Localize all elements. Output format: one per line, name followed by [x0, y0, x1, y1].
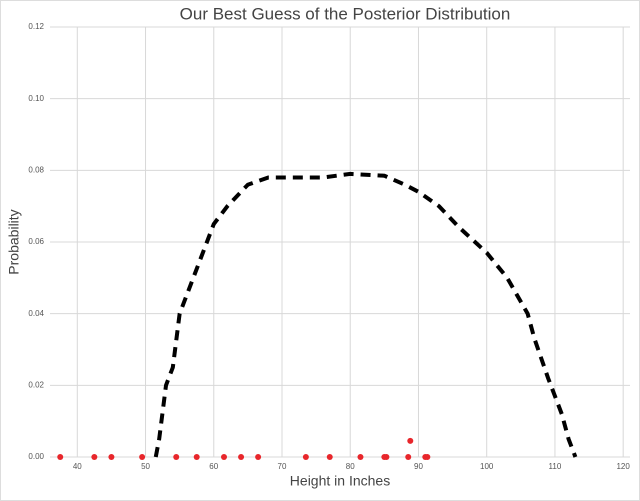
- point: [407, 437, 414, 444]
- y-tick-label: 0.12: [28, 22, 44, 31]
- x-tick-label: 70: [278, 462, 287, 471]
- y-tick-label: 0.08: [28, 165, 44, 174]
- point: [91, 454, 98, 460]
- point: [139, 454, 146, 460]
- point: [357, 454, 364, 460]
- x-tick-label: 90: [414, 462, 423, 471]
- point: [405, 454, 412, 460]
- chart-title: Our Best Guess of the Posterior Distribu…: [180, 4, 511, 23]
- y-axis-label: Probability: [6, 209, 22, 274]
- x-tick-label: 80: [346, 462, 355, 471]
- y-tick-label: 0.02: [28, 380, 44, 389]
- y-tick-label: 0.00: [28, 452, 44, 461]
- point: [57, 454, 64, 460]
- point: [108, 454, 115, 460]
- y-tick-label: 0.10: [28, 94, 44, 103]
- point: [383, 454, 390, 460]
- point: [193, 454, 200, 460]
- y-tick-label: 0.04: [28, 309, 44, 318]
- point: [221, 454, 227, 460]
- point: [255, 454, 262, 460]
- x-axis-label: Height in Inches: [290, 473, 390, 489]
- x-tick-label: 110: [549, 462, 562, 471]
- point: [302, 454, 309, 460]
- y-tick-label: 0.06: [28, 237, 44, 246]
- x-tick-label: 120: [616, 462, 630, 471]
- point: [173, 454, 180, 460]
- point: [424, 454, 431, 460]
- line: [153, 171, 578, 458]
- x-tick-label: 50: [141, 462, 150, 471]
- point: [238, 454, 245, 460]
- x-tick-label: 60: [209, 462, 218, 471]
- x-tick-label: 40: [73, 462, 82, 471]
- point: [326, 454, 333, 460]
- x-tick-label: 100: [480, 462, 494, 471]
